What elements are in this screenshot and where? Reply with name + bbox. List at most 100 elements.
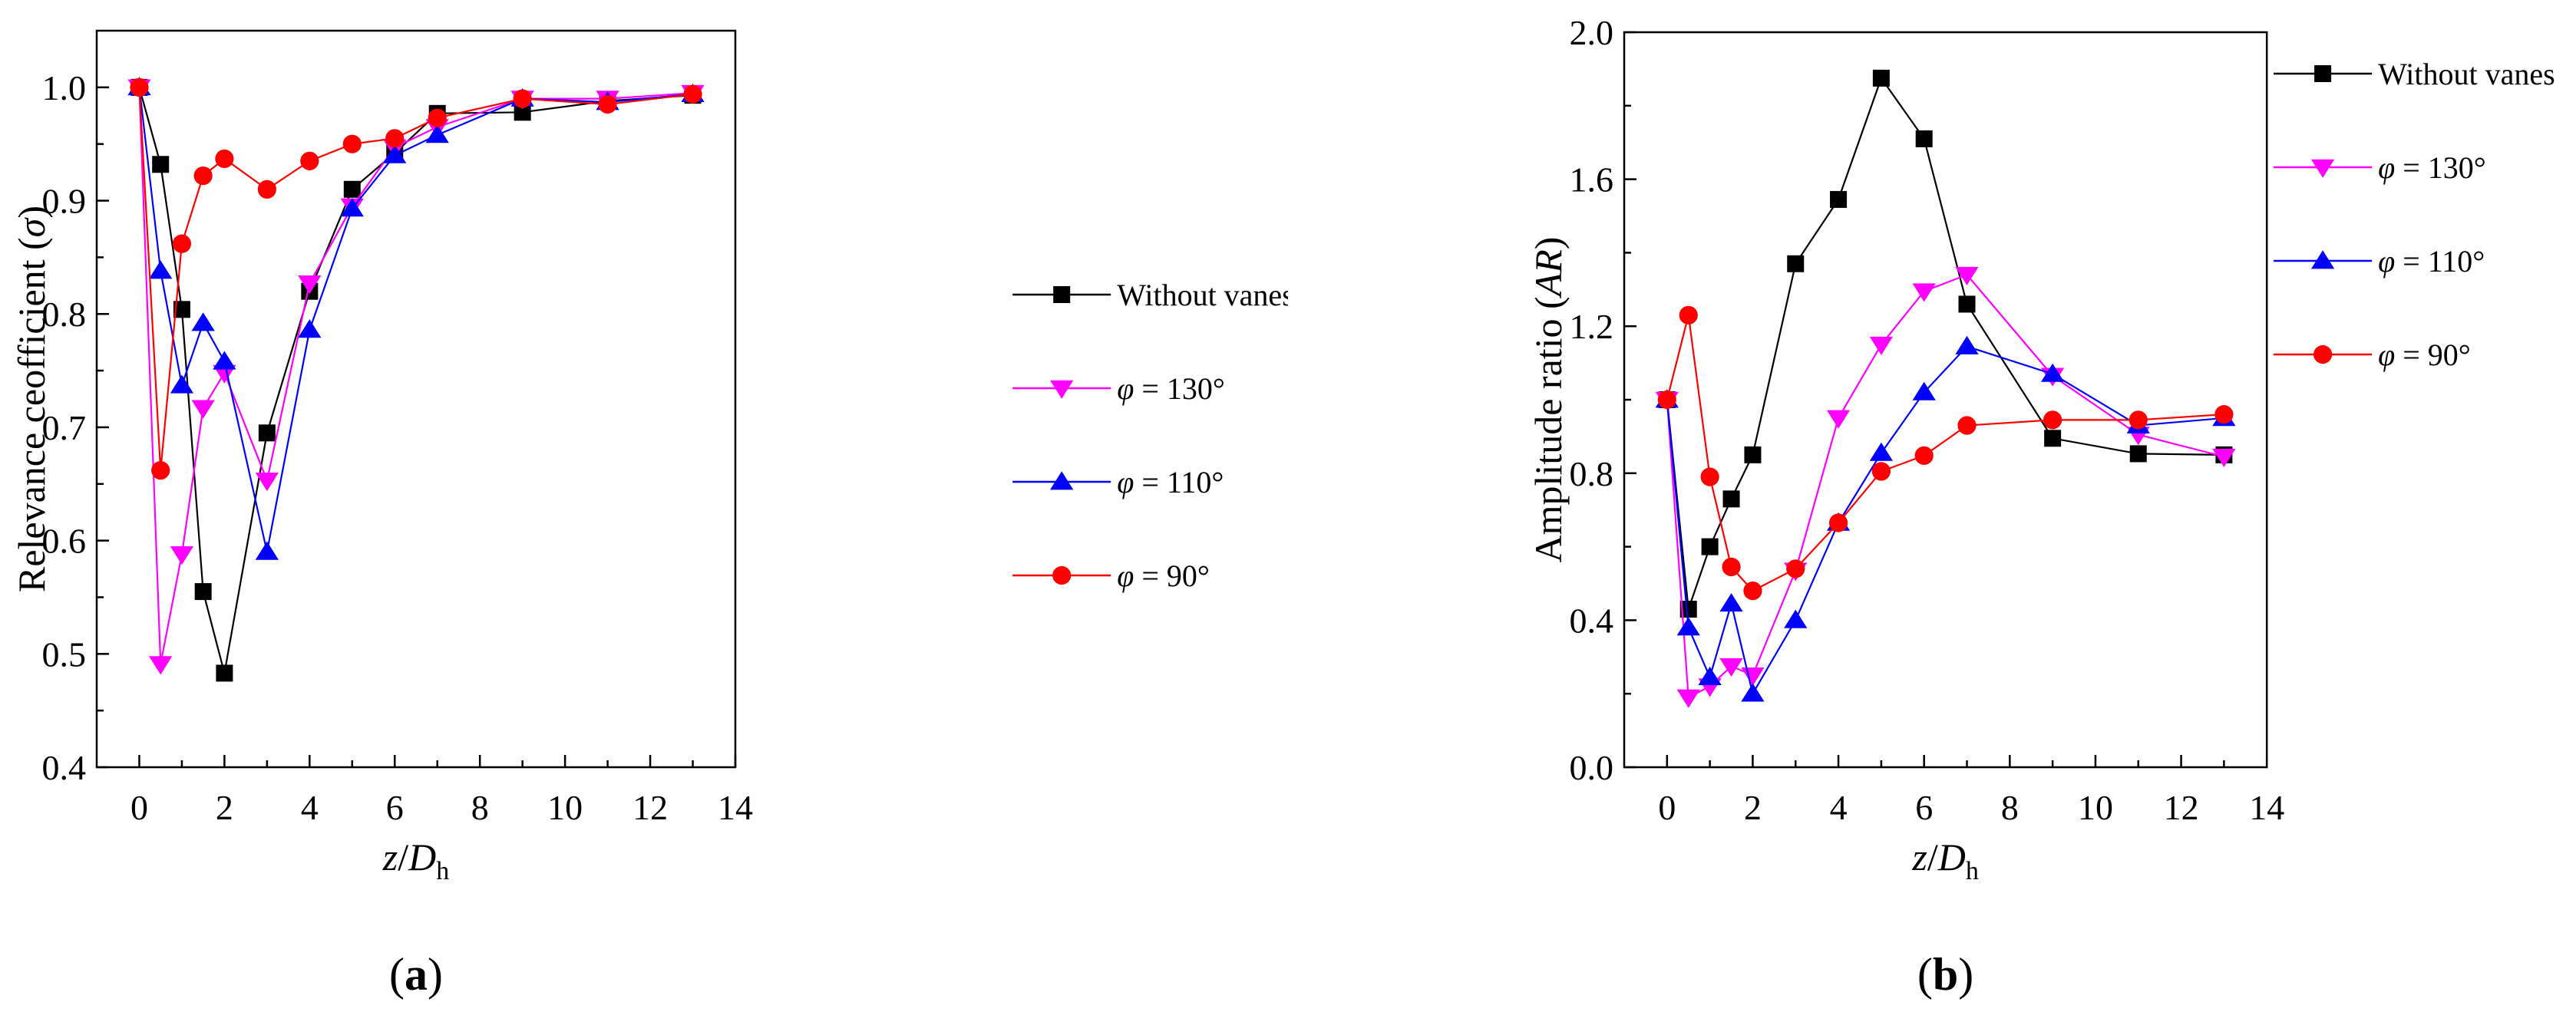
data-point [1719, 593, 1743, 612]
y-tick-label: 1.0 [42, 68, 87, 107]
data-point [1743, 581, 1762, 601]
data-point [1741, 667, 1765, 686]
data-point [385, 129, 405, 148]
data-point [1741, 683, 1765, 702]
legend: Without vanes φ = 130° φ = 110° φ = 90° [1012, 278, 1288, 593]
data-point [193, 166, 213, 186]
data-point [1915, 130, 1933, 147]
data-point [514, 104, 531, 121]
x-tick-label: 10 [2078, 788, 2113, 827]
data-point [172, 234, 192, 253]
data-point [383, 144, 407, 163]
legend-marker [2310, 250, 2335, 269]
series-2 [127, 77, 705, 560]
x-tick-label: 12 [2164, 788, 2199, 827]
panel-caption: (b) [1917, 949, 1973, 1000]
series-line [1666, 345, 2224, 697]
chart-a: 0 2 4 6 8 10 12 14 0.4 0.5 0.6 0.7 0.8 0.9 1.0 z/Dh Rele… [10, 29, 1288, 1000]
legend-marker [1050, 380, 1074, 399]
x-tick-label: 6 [386, 788, 404, 827]
y-tick-label: 0.5 [42, 634, 87, 674]
data-point [1869, 336, 1894, 355]
legend: Without vanes φ = 130° φ = 110° φ = 90° [2274, 57, 2555, 372]
x-tick-label: 10 [547, 788, 583, 827]
data-point [191, 400, 215, 419]
data-point [1784, 609, 1808, 628]
x-axis-title: z/Dh [382, 835, 449, 885]
data-point [342, 134, 362, 153]
data-point [173, 301, 190, 318]
data-point [215, 149, 234, 168]
x-tick-label: 0 [130, 788, 148, 827]
data-point [152, 156, 170, 173]
y-tick-label: 0.0 [1570, 748, 1614, 787]
data-point [151, 460, 170, 480]
series-line [138, 87, 693, 674]
data-point [1826, 410, 1851, 429]
data-point [2129, 445, 2147, 463]
legend-marker [2313, 344, 2333, 364]
data-point [170, 374, 194, 394]
data-point [2212, 448, 2236, 467]
data-point [1700, 467, 1719, 486]
data-point [683, 84, 702, 104]
x-tick-label: 4 [1830, 788, 1848, 827]
x-tick-label: 2 [1744, 788, 1762, 827]
series-2 [1655, 335, 2236, 702]
data-point [2214, 405, 2234, 424]
chart-b: 0 2 4 6 8 10 12 14 0.0 0.4 0.8 1.2 1.6 2.0 z/Dh Amplitu… [1527, 13, 2555, 1000]
data-point [216, 664, 233, 682]
data-point [298, 275, 322, 295]
data-point [1701, 538, 1719, 555]
data-point [598, 94, 617, 114]
x-tick-label: 8 [471, 788, 489, 827]
data-point [1698, 666, 1722, 685]
data-point [170, 546, 194, 565]
legend-marker [2314, 65, 2332, 82]
data-point [1914, 446, 1934, 465]
data-point [1786, 559, 1805, 578]
x-tick-label: 12 [632, 788, 668, 827]
y-axis-title: Relevance ceofficient (σ) [10, 206, 53, 592]
legend-label: Without vanes [2378, 57, 2555, 91]
x-tick-label: 6 [1915, 788, 1933, 827]
plot-frame [1623, 31, 2268, 769]
data-point [300, 151, 319, 170]
data-point [340, 198, 364, 217]
y-tick-label: 0.9 [42, 182, 87, 221]
data-point [1676, 617, 1700, 636]
data-point [255, 473, 279, 492]
panel-caption: (a) [389, 949, 443, 1000]
data-point [1722, 490, 1740, 508]
data-point [257, 180, 276, 199]
data-point [194, 583, 212, 601]
data-point [1869, 442, 1894, 461]
y-tick-label: 0.4 [42, 748, 87, 787]
data-point [149, 656, 173, 675]
legend-marker [2310, 159, 2335, 178]
legend-marker [1050, 471, 1074, 490]
y-tick-label: 0.8 [1570, 454, 1614, 493]
data-point [425, 124, 449, 143]
data-point [1830, 190, 1848, 208]
data-point [2044, 430, 2062, 447]
series-0 [130, 78, 702, 682]
series-line [1666, 273, 2224, 699]
data-point [1872, 69, 1890, 87]
data-point [343, 180, 361, 198]
series-line [1666, 76, 2224, 610]
data-point [2041, 363, 2065, 382]
data-point [1871, 462, 1891, 481]
data-point [1958, 295, 1976, 313]
data-point [1679, 601, 1697, 618]
data-point [2129, 410, 2148, 430]
data-point [298, 319, 322, 338]
legend-label: φ = 90° [2378, 338, 2471, 372]
data-point [213, 364, 236, 384]
legend-label: Without vanes [1117, 278, 1288, 312]
legend-label: φ = 90° [1117, 559, 1210, 593]
series-1 [127, 79, 705, 675]
data-point [1912, 283, 1936, 302]
legend-label: φ = 130° [2378, 150, 2486, 185]
data-point [1957, 416, 1977, 435]
